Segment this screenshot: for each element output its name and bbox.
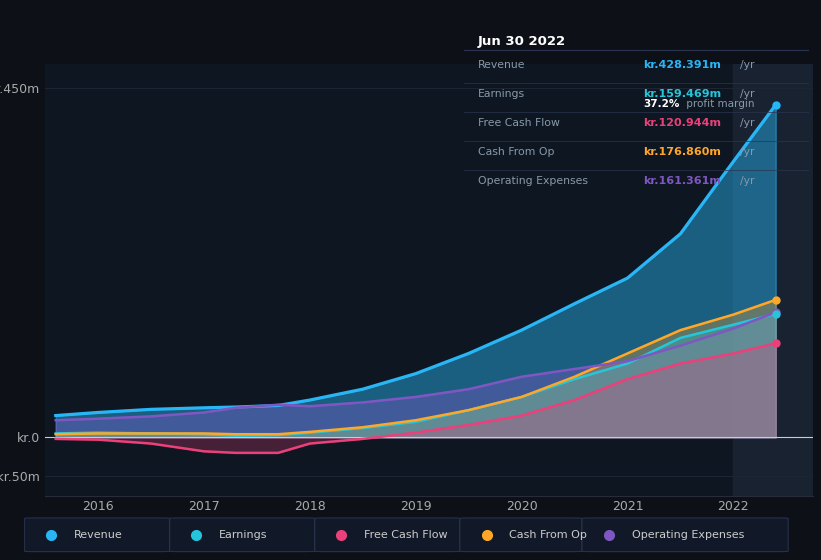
Text: Operating Expenses: Operating Expenses — [478, 176, 588, 186]
Text: kr.120.944m: kr.120.944m — [643, 118, 721, 128]
Text: Operating Expenses: Operating Expenses — [631, 530, 744, 540]
Text: kr.159.469m: kr.159.469m — [643, 88, 722, 99]
FancyBboxPatch shape — [170, 518, 314, 552]
Text: profit margin: profit margin — [683, 99, 754, 109]
Text: /yr: /yr — [740, 88, 754, 99]
Text: /yr: /yr — [740, 176, 754, 186]
Text: Jun 30 2022: Jun 30 2022 — [478, 35, 566, 48]
Text: /yr: /yr — [740, 60, 754, 69]
Text: Revenue: Revenue — [74, 530, 123, 540]
Text: Cash From Op: Cash From Op — [510, 530, 587, 540]
Text: kr.161.361m: kr.161.361m — [643, 176, 721, 186]
Text: Earnings: Earnings — [478, 88, 525, 99]
FancyBboxPatch shape — [582, 518, 788, 552]
Text: /yr: /yr — [740, 147, 754, 157]
Text: Revenue: Revenue — [478, 60, 525, 69]
Bar — [733, 64, 813, 496]
Text: /yr: /yr — [740, 118, 754, 128]
FancyBboxPatch shape — [314, 518, 460, 552]
Text: kr.176.860m: kr.176.860m — [643, 147, 721, 157]
Text: Cash From Op: Cash From Op — [478, 147, 554, 157]
Text: Free Cash Flow: Free Cash Flow — [478, 118, 560, 128]
Text: Free Cash Flow: Free Cash Flow — [365, 530, 448, 540]
Text: Earnings: Earnings — [219, 530, 268, 540]
FancyBboxPatch shape — [460, 518, 582, 552]
Text: 37.2%: 37.2% — [643, 99, 680, 109]
FancyBboxPatch shape — [25, 518, 170, 552]
Text: kr.428.391m: kr.428.391m — [643, 60, 721, 69]
